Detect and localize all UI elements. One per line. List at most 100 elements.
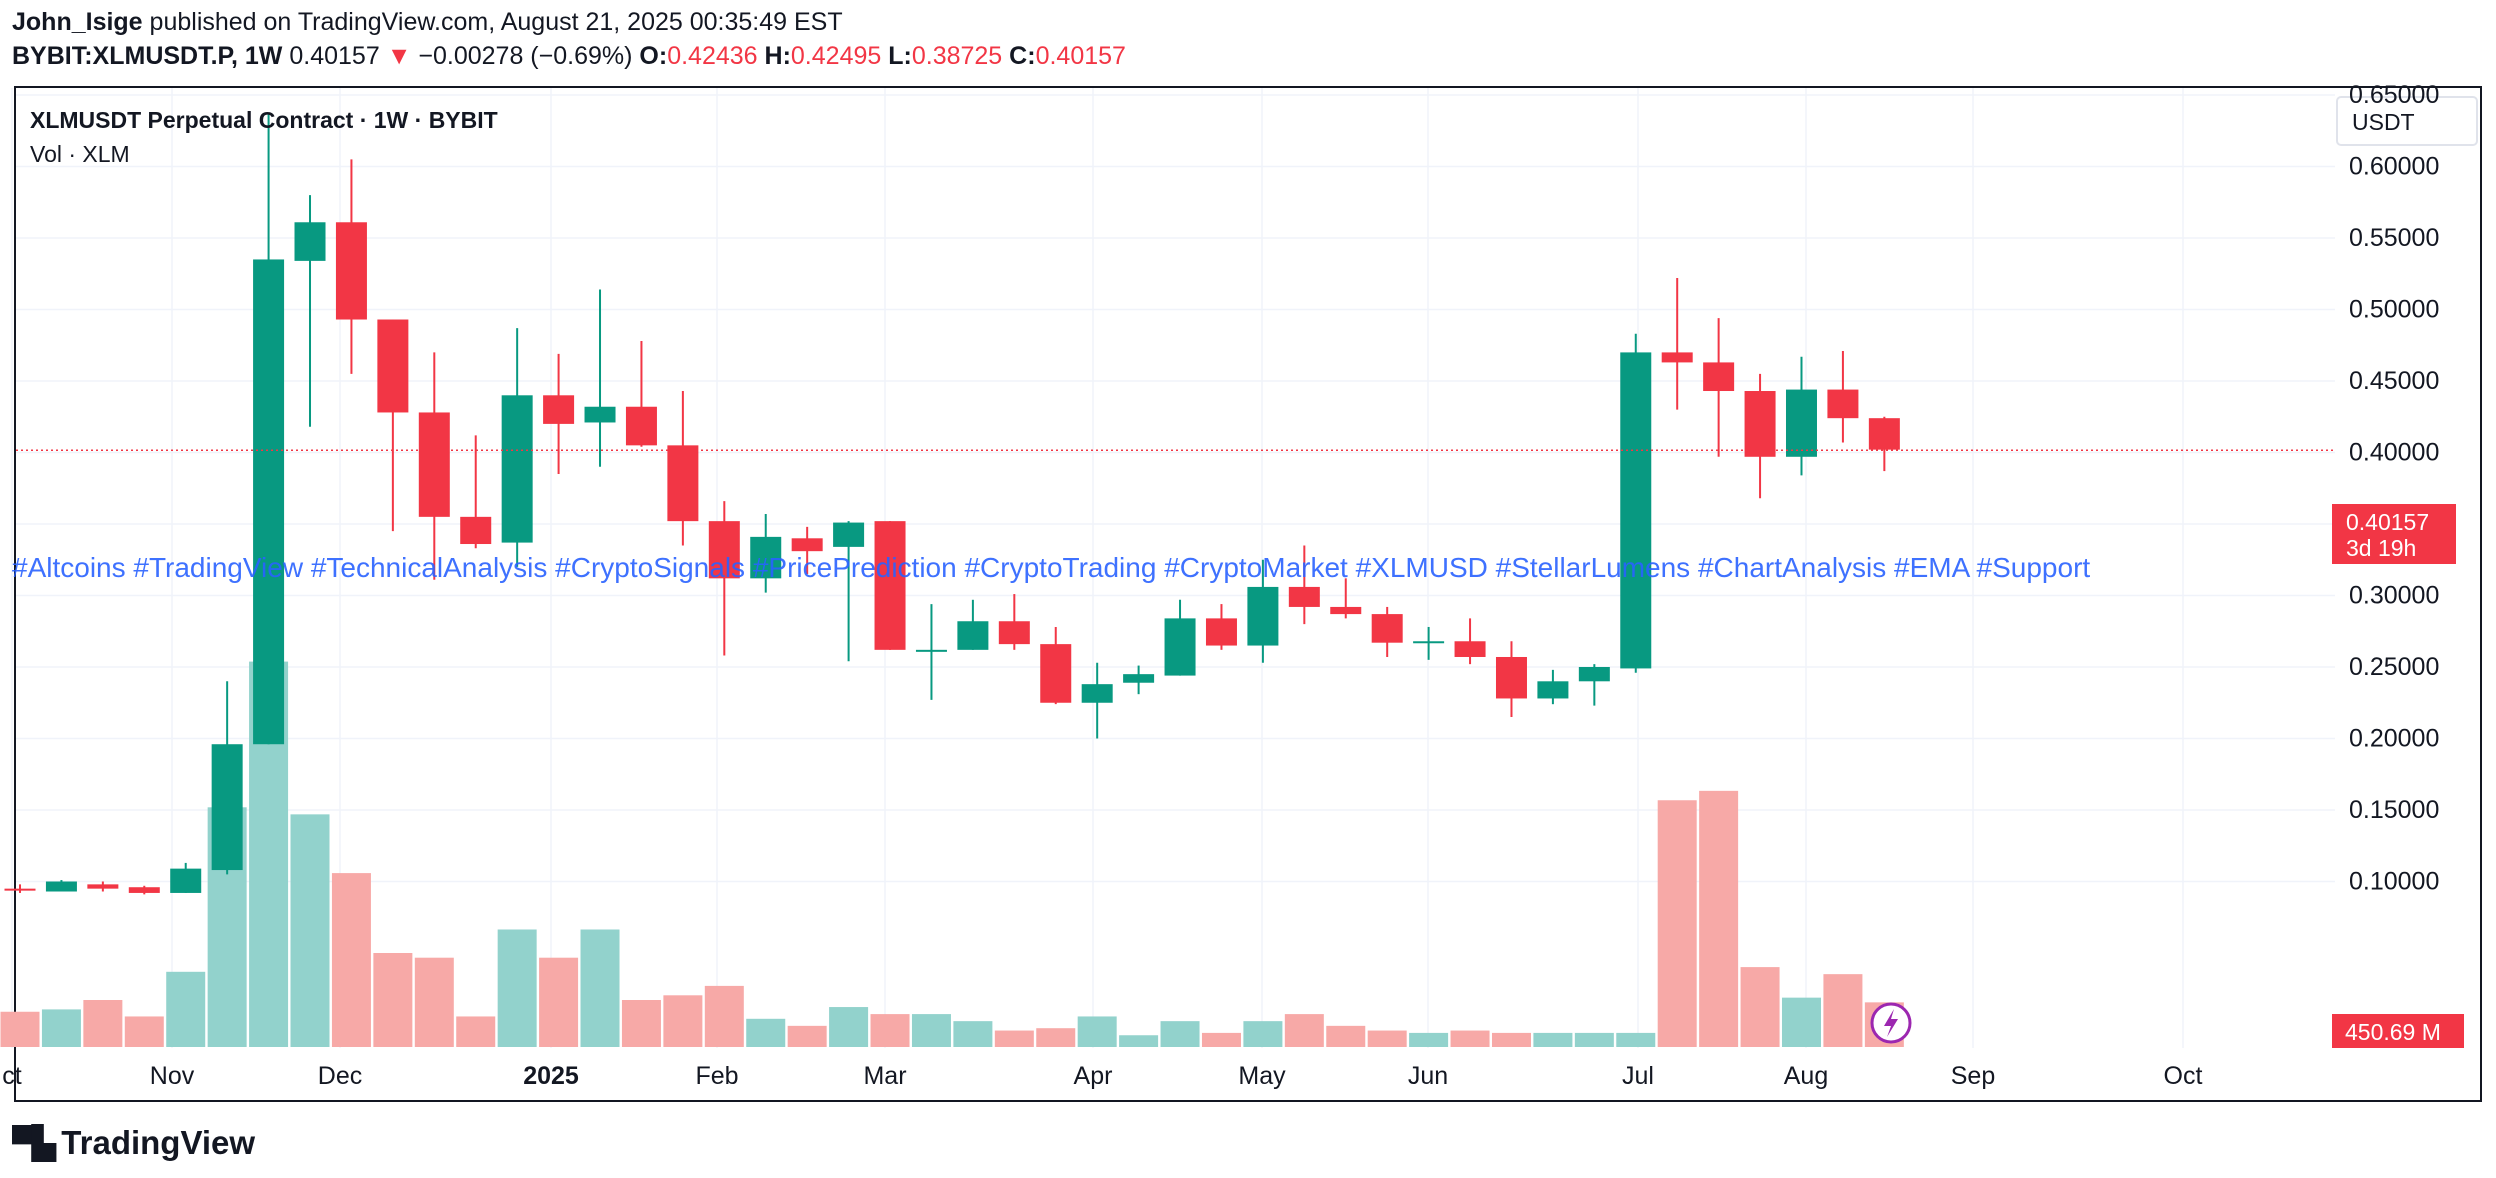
- candle-body: [957, 621, 989, 650]
- publish-date: published on TradingView.com, August 21,…: [149, 8, 843, 36]
- y-tick-label: 0.25000: [2349, 653, 2439, 681]
- author-name[interactable]: John_Isige: [12, 8, 143, 36]
- candle-body: [1744, 391, 1776, 457]
- candle-body: [335, 222, 367, 320]
- candle-body: [708, 521, 740, 579]
- candle-body: [1371, 614, 1403, 643]
- volume-bar: [1243, 1021, 1283, 1047]
- candle-body: [1123, 674, 1155, 683]
- volume-bar: [787, 1025, 827, 1047]
- volume-bar: [290, 814, 330, 1047]
- volume-bar: [1326, 1025, 1366, 1047]
- candle-body: [1330, 606, 1362, 615]
- candle-body: [1247, 586, 1279, 646]
- volume-bar: [1823, 974, 1863, 1047]
- volume-bar: [1450, 1030, 1490, 1047]
- candle-body: [1164, 618, 1196, 676]
- flash-icon[interactable]: [1870, 1002, 1912, 1044]
- low-label: L:: [888, 42, 912, 70]
- volume-bar: [953, 1021, 993, 1047]
- candle-body: [750, 536, 782, 579]
- volume-bar: [1533, 1032, 1573, 1047]
- last-price: 0.40157: [289, 42, 380, 70]
- volume-bar: [331, 873, 371, 1047]
- chart-title: XLMUSDT Perpetual Contract · 1W · BYBIT: [30, 107, 498, 133]
- y-tick-label: 0.65000: [2349, 81, 2439, 109]
- open-label: O:: [639, 42, 668, 70]
- high-value: 0.42495: [790, 42, 882, 70]
- x-tick-label: Aug: [1784, 1062, 1828, 1090]
- candle-body: [1495, 656, 1527, 699]
- volume-bar: [1077, 1016, 1117, 1047]
- candle-body: [1413, 641, 1445, 644]
- close-label: C:: [1009, 42, 1036, 70]
- volume-bars: [0, 661, 1904, 1047]
- volume-bar: [124, 1016, 164, 1047]
- candle-body: [791, 538, 823, 552]
- volume-bar: [414, 957, 454, 1047]
- x-tick-label: Mar: [863, 1062, 906, 1090]
- publish-info: John_Isige published on TradingView.com,…: [12, 8, 843, 37]
- countdown-label: 3d 19h: [2346, 535, 2416, 561]
- volume-badge: 450.69 M: [2332, 1014, 2464, 1048]
- x-tick-label: Oct: [2164, 1062, 2203, 1090]
- candle-body: [1661, 352, 1693, 363]
- volume-bar: [994, 1030, 1034, 1047]
- volume-bar: [1657, 800, 1697, 1047]
- volume-bar: [1740, 967, 1780, 1047]
- volume-badge-value: 450.69 M: [2345, 1019, 2441, 1045]
- volume-bar: [746, 1018, 786, 1047]
- candle-body: [915, 649, 947, 652]
- volume-bar: [1409, 1032, 1449, 1047]
- volume-bar: [1284, 1014, 1324, 1047]
- y-axis: 0.65000 0.60000 0.55000 0.50000 0.45000 0.400…: [2349, 81, 2439, 896]
- volume-bar: [704, 985, 744, 1047]
- currency-button[interactable]: USDT: [2336, 96, 2478, 146]
- y-tick-label: 0.20000: [2349, 725, 2439, 753]
- currency-label: USDT: [2352, 109, 2415, 135]
- volume-bar: [373, 953, 413, 1047]
- volume-legend: Vol · XLM: [30, 141, 130, 167]
- volume-bar: [1036, 1028, 1076, 1047]
- x-tick-label: Dec: [318, 1062, 362, 1090]
- volume-bar: [166, 971, 206, 1047]
- symbol-info: BYBIT:XLMUSDT.P, 1W 0.40157 ▼ −0.00278 (…: [12, 42, 1126, 71]
- volume-bar: [911, 1014, 951, 1047]
- x-tick-label: Apr: [1074, 1062, 1113, 1090]
- x-tick-label: Sep: [1951, 1062, 1995, 1090]
- volume-bar: [41, 1009, 81, 1047]
- volume-bar: [0, 1011, 40, 1047]
- candle-body: [211, 744, 243, 871]
- volume-bar: [1574, 1032, 1614, 1047]
- candle-body: [1785, 389, 1817, 457]
- candle-body: [253, 259, 285, 745]
- candle-body: [543, 395, 575, 424]
- symbol-name: BYBIT:XLMUSDT.P, 1W: [12, 42, 283, 70]
- tradingview-logo-icon: ▀▙: [12, 1125, 56, 1161]
- y-tick-label: 0.45000: [2349, 367, 2439, 395]
- candle-body: [1288, 586, 1320, 607]
- y-tick-label: 0.50000: [2349, 296, 2439, 324]
- volume-bar: [870, 1014, 910, 1047]
- candle-body: [874, 521, 906, 650]
- x-tick-label: Feb: [695, 1062, 738, 1090]
- chart-frame: [14, 86, 2482, 1102]
- low-value: 0.38725: [911, 42, 1003, 70]
- volume-bar: [621, 1000, 661, 1047]
- close-value: 0.40157: [1035, 42, 1126, 70]
- candle-body: [1703, 362, 1735, 392]
- open-value: 0.42436: [667, 42, 758, 70]
- volume-bar: [1491, 1032, 1531, 1047]
- x-tick-label: Nov: [150, 1062, 195, 1090]
- candle-body: [833, 522, 865, 547]
- last-price-badge-value: 0.40157: [2346, 509, 2429, 535]
- candle-body: [87, 884, 119, 889]
- candle-body: [45, 881, 77, 892]
- footer-brand[interactable]: ▀▙ TradingView: [12, 1124, 255, 1162]
- y-tick-label: 0.30000: [2349, 582, 2439, 610]
- brand-name: TradingView: [61, 1124, 256, 1161]
- candle-body: [1827, 389, 1859, 419]
- x-tick-label: 2025: [523, 1062, 579, 1090]
- candle-body: [1868, 418, 1900, 450]
